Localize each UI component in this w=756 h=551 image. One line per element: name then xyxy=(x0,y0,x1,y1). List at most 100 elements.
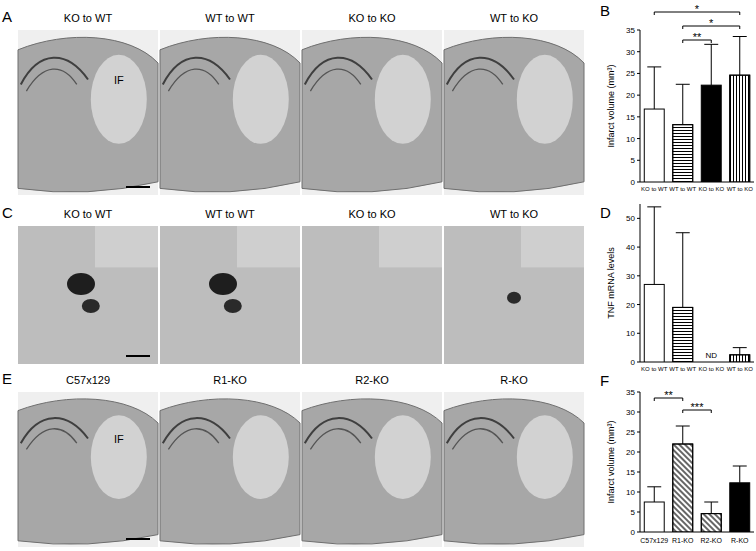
panel-letter: F xyxy=(600,372,609,389)
image-panel: AKO to WTIFWT to WTKO to KOWT to KO xyxy=(2,8,584,195)
error-bar xyxy=(647,207,661,285)
bar xyxy=(730,355,750,362)
y-tick xyxy=(637,304,640,305)
bar xyxy=(730,483,750,532)
hippocampus xyxy=(452,69,502,91)
brain-section xyxy=(18,37,158,192)
y-axis-label: TNF mRNA levels xyxy=(606,247,616,319)
y-tick-label: 35 xyxy=(626,388,635,397)
y-tick-label: 0 xyxy=(631,358,636,367)
bar xyxy=(644,109,664,182)
hippocampus xyxy=(163,58,230,85)
y-tick-label: 40 xyxy=(626,243,635,252)
y-tick-label: 5 xyxy=(631,508,636,517)
y-tick xyxy=(637,532,640,533)
image-texture xyxy=(237,226,300,267)
error-bar xyxy=(733,466,747,483)
error-bar xyxy=(647,487,661,502)
image-bg xyxy=(302,226,442,364)
hippocampus xyxy=(310,69,360,91)
y-tick xyxy=(637,452,640,453)
x-tick-label: WT to WT xyxy=(669,186,696,192)
bar xyxy=(701,85,721,182)
y-tick-label: 10 xyxy=(626,135,635,144)
y-tick-label: 10 xyxy=(626,329,635,338)
bar-hatch xyxy=(673,307,693,362)
y-axis xyxy=(640,204,641,362)
marks xyxy=(644,426,749,532)
bar-hatch xyxy=(673,125,693,182)
bar-hatch xyxy=(730,75,750,182)
bar xyxy=(730,75,750,182)
brain-section xyxy=(444,37,584,192)
bar xyxy=(644,284,664,362)
image-bg xyxy=(160,226,300,364)
bar-hatch xyxy=(673,444,693,532)
image-label: KO to WT xyxy=(64,12,113,24)
y-tick xyxy=(637,472,640,473)
y-tick xyxy=(637,247,640,248)
y-tick-label: 15 xyxy=(626,468,635,477)
stained-cell xyxy=(507,292,521,304)
image-annotation: IF xyxy=(114,433,124,445)
y-tick-label: 20 xyxy=(626,91,635,100)
error-bar xyxy=(676,426,690,444)
hippocampus xyxy=(447,58,514,85)
stained-cell xyxy=(224,299,242,313)
bar xyxy=(673,307,693,362)
x-tick-label: WT to WT xyxy=(669,366,696,372)
image-bg xyxy=(444,30,584,195)
image-bg xyxy=(160,30,300,195)
image-label: R1-KO xyxy=(213,374,247,386)
bar-hatch xyxy=(730,355,750,362)
y-tick-label: 20 xyxy=(626,448,635,457)
hippocampus xyxy=(21,58,88,85)
bar xyxy=(701,514,721,532)
y-tick xyxy=(637,218,640,219)
hippocampus xyxy=(447,418,514,443)
error-bar xyxy=(733,348,747,355)
y-tick xyxy=(637,492,640,493)
hippocampus xyxy=(452,429,502,450)
y-tick-label: 30 xyxy=(626,48,635,57)
stained-cell xyxy=(82,299,100,313)
infarct-area xyxy=(517,55,573,144)
y-tick-label: 20 xyxy=(626,301,635,310)
scale-bar xyxy=(126,355,150,357)
hippocampus xyxy=(168,429,218,450)
y-tick xyxy=(637,116,640,117)
image-bg xyxy=(444,226,584,364)
image-label: C57x129 xyxy=(66,374,110,386)
image-bg xyxy=(18,226,158,364)
image-panel: CKO to WTWT to WTKO to KOWT to KO xyxy=(2,204,584,364)
infarct-area xyxy=(91,55,147,144)
image-bg xyxy=(302,30,442,195)
error-bar xyxy=(676,84,690,124)
error-bar xyxy=(704,44,718,85)
y-axis-label: Infarct volume (mm³) xyxy=(606,64,616,147)
figure: AKO to WTIFWT to WTKO to KOWT to KOCKO t… xyxy=(0,0,756,551)
brain-section xyxy=(160,37,300,192)
y-tick-label: 35 xyxy=(626,26,635,35)
y-axis xyxy=(640,30,641,182)
y-tick-label: 5 xyxy=(631,156,636,165)
x-tick-label: KO to WT xyxy=(641,366,668,372)
hippocampus xyxy=(168,69,218,91)
bar xyxy=(673,125,693,182)
significance-label: ** xyxy=(693,31,702,43)
error-bar xyxy=(676,233,690,308)
image-bg xyxy=(18,30,158,195)
bar-chart: DTNF mRNA levels01020304050KO to WTWT to… xyxy=(600,204,754,372)
y-tick xyxy=(637,512,640,513)
stained-cell xyxy=(67,273,95,295)
error-bar xyxy=(704,502,718,514)
panel-letter: C xyxy=(2,204,13,221)
y-tick xyxy=(637,95,640,96)
hippocampus xyxy=(310,429,360,450)
hippocampus xyxy=(26,429,76,450)
significance-label: ** xyxy=(664,389,673,401)
infarct-area xyxy=(233,55,289,144)
infarct-area xyxy=(517,415,573,499)
x-tick-label: R1-KO xyxy=(672,537,694,544)
y-tick xyxy=(637,73,640,74)
